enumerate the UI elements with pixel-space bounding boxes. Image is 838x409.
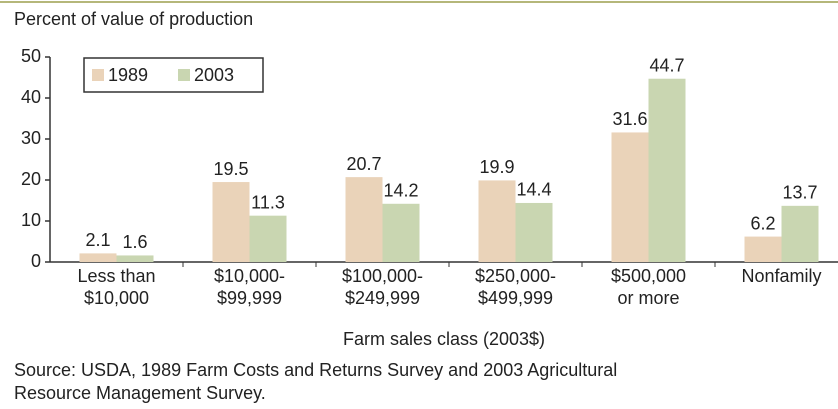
bar (212, 182, 250, 262)
x-tick-label: Less than $10,000 (77, 266, 156, 308)
x-tick-label: $500,000 or more (610, 266, 687, 308)
x-tick-label: Nonfamily (741, 266, 822, 286)
y-tick-label: 40 (21, 87, 41, 107)
x-tick-label: $250,000- $499,999 (474, 266, 557, 308)
value-label: 31.6 (612, 109, 647, 129)
bar (611, 132, 649, 262)
legend-swatch (178, 69, 190, 81)
bar (744, 236, 782, 262)
y-tick-label: 30 (21, 128, 41, 148)
bar (781, 205, 819, 262)
legend-swatch (92, 69, 104, 81)
bar (345, 177, 383, 262)
value-label: 14.4 (516, 180, 551, 200)
y-tick-label: 0 (31, 251, 41, 271)
y-tick-label: 50 (21, 46, 41, 66)
value-label: 11.3 (251, 192, 285, 212)
value-label: 6.2 (750, 213, 775, 233)
legend-box (83, 57, 264, 93)
x-axis-title: Farm sales class (2003$) (342, 329, 546, 349)
value-label: 20.7 (346, 154, 381, 174)
value-label: 14.2 (383, 181, 418, 201)
value-label: 19.9 (479, 157, 514, 177)
y-tick-label: 20 (21, 169, 41, 189)
bar (79, 253, 117, 262)
value-label: 1.6 (122, 232, 147, 252)
y-axis-title: Percent of value of production (14, 9, 254, 29)
source-note: Source: USDA, 1989 Farm Costs and Return… (14, 360, 618, 403)
bar (648, 78, 686, 262)
legend-label: 2003 (194, 65, 234, 85)
value-label: 2.1 (85, 230, 110, 250)
x-tick-label: $100,000- $249,999 (341, 266, 424, 308)
bar (515, 202, 553, 262)
value-label: 19.5 (213, 159, 248, 179)
x-tick-label: $10,000- $99,999 (213, 266, 286, 308)
value-label: 13.7 (782, 183, 817, 203)
value-label: 44.7 (649, 55, 684, 75)
legend-label: 1989 (108, 65, 148, 85)
y-tick-label: 10 (21, 210, 41, 230)
bar (382, 203, 420, 262)
bar (116, 255, 154, 262)
bar (478, 180, 516, 262)
bar (249, 215, 287, 262)
